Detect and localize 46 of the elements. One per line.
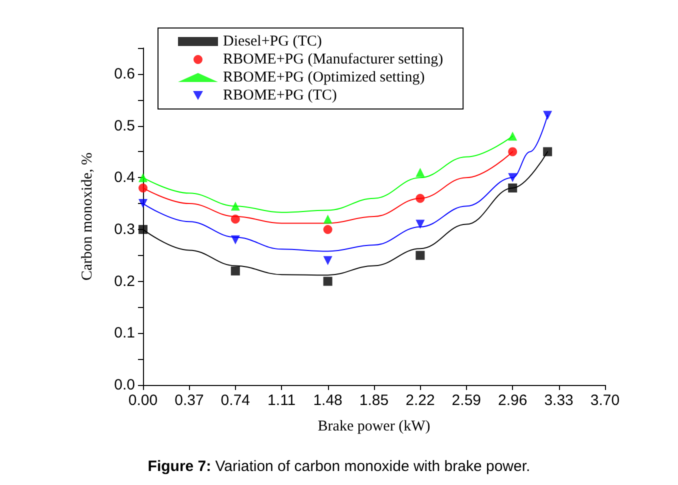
legend-label: RBOME+PG (Optimized setting) bbox=[223, 70, 425, 86]
y-axis-title: Carbon monoxide, % bbox=[80, 152, 96, 280]
y-tick-label: 0.2 bbox=[114, 272, 135, 290]
x-tick-label: 2.96 bbox=[498, 392, 528, 409]
legend-label: Diesel+PG (TC) bbox=[223, 34, 322, 50]
point bbox=[508, 132, 518, 141]
point bbox=[416, 220, 425, 229]
point bbox=[230, 214, 240, 224]
point bbox=[323, 276, 332, 286]
legend-label: RBOME+PG (Manufacturer setting) bbox=[223, 52, 444, 68]
point bbox=[230, 235, 240, 244]
x-tick-label: 0.74 bbox=[220, 392, 250, 409]
x-tick-label: 3.70 bbox=[590, 392, 620, 409]
point bbox=[543, 110, 552, 120]
point bbox=[323, 224, 332, 234]
caption: Figure 7: Variation of carbon monoxide with brake power. bbox=[148, 458, 530, 475]
y-tick-label: 0.6 bbox=[114, 65, 135, 82]
x-tick-label: 3.33 bbox=[544, 392, 574, 409]
point bbox=[508, 173, 518, 182]
point bbox=[508, 183, 518, 192]
point bbox=[138, 183, 148, 192]
point bbox=[230, 202, 240, 211]
y-tick-label: 0.3 bbox=[114, 220, 135, 238]
x-tick-label: 1.11 bbox=[268, 392, 296, 409]
y-tick-label: 0.4 bbox=[114, 169, 135, 186]
point bbox=[508, 147, 518, 156]
point bbox=[416, 194, 425, 203]
x-tick-label: 2.22 bbox=[406, 392, 435, 409]
x-tick-label: 0.37 bbox=[174, 392, 204, 409]
x-tick-label: 0.00 bbox=[128, 392, 158, 409]
y-tick-label: 0.1 bbox=[114, 324, 135, 342]
x-axis-title: Brake power (kW) bbox=[318, 418, 430, 434]
x-tick-label: 1.48 bbox=[313, 392, 342, 409]
y-tick-label: 0.0 bbox=[114, 376, 135, 394]
point bbox=[138, 173, 148, 182]
point bbox=[323, 256, 332, 266]
point bbox=[138, 199, 148, 208]
x-tick-label: 1.85 bbox=[359, 392, 389, 409]
x-tick-label: 2.59 bbox=[452, 392, 481, 409]
point bbox=[323, 214, 332, 224]
point bbox=[416, 168, 425, 177]
point bbox=[416, 250, 425, 260]
point bbox=[230, 266, 240, 276]
legend-label: RBOME+PG (TC) bbox=[223, 88, 337, 104]
point bbox=[543, 147, 552, 156]
y-tick-label: 0.5 bbox=[114, 117, 135, 134]
